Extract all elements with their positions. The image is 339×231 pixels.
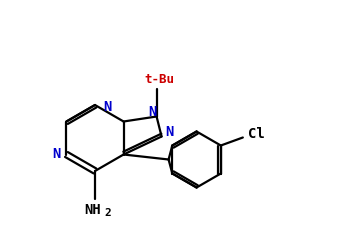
Text: N: N [103,100,112,114]
Text: t-Bu: t-Bu [144,73,175,86]
Text: NH: NH [85,203,101,217]
Text: N: N [52,148,61,161]
Text: Cl: Cl [248,127,265,140]
Text: N: N [148,104,157,119]
Text: 2: 2 [105,208,112,218]
Text: N: N [165,125,174,140]
